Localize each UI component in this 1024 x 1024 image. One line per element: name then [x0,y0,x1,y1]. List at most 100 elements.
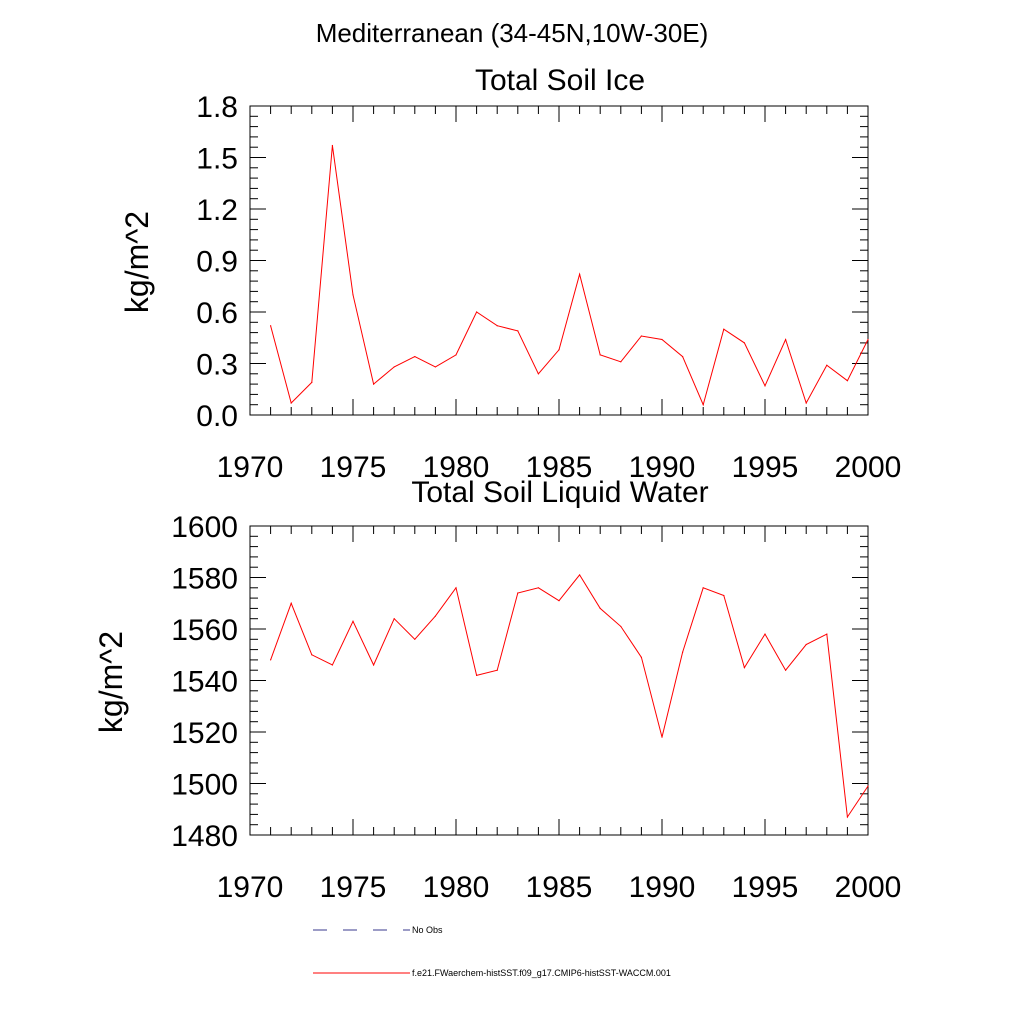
legend: No Obs f.e21.FWaerchem-histSST.f09_g17.C… [313,925,671,978]
data-point [311,381,313,383]
y-axis-label: kg/m^2 [93,631,129,733]
y-tick-label: 0.3 [196,349,238,382]
y-tick-label: 1.5 [196,143,238,176]
y-tick-label: 1520 [171,717,238,750]
plot-frame [249,105,869,416]
data-point [434,366,436,368]
data-point [393,618,395,620]
series-lines [270,144,869,407]
data-point [373,383,375,385]
chart-panel-soil-ice: Total Soil Ice kg/m^2 1970 1975 1980 1985 19… [119,64,901,484]
y-tick-label: 1600 [171,511,238,544]
data-point [805,643,807,646]
data-point [476,674,478,676]
tick-labels: 1970 1975 1980 1985 1990 1995 2000 0.0 0.3 0.6 0.9… [196,91,901,484]
data-point [805,402,807,404]
y-tick-label: 1560 [171,614,238,647]
data-point [743,342,746,344]
x-tick-label: 1980 [423,451,490,484]
data-point [393,366,395,368]
series-lines [270,574,869,819]
chart-title: Total Soil Liquid Water [411,476,708,509]
data-point [496,325,498,327]
x-tick-label: 1970 [217,871,284,904]
data-point [373,664,375,666]
x-tick-label: 1975 [320,871,387,904]
x-tick-label: 2000 [835,871,902,904]
x-tick-label: 1980 [423,871,490,904]
data-point [455,587,457,589]
data-point [867,338,869,341]
plot-frame [249,525,869,836]
data-point [785,669,787,671]
data-point [682,356,684,358]
data-point [331,144,333,147]
tick-marks [249,105,869,416]
data-point [723,328,725,330]
data-point [640,656,643,658]
data-point [682,651,684,653]
data-point [455,354,457,356]
data-point [414,638,416,640]
page-title: Mediterranean (34-45N,10W-30E) [316,18,709,48]
data-point [579,574,581,576]
y-tick-label: 1.8 [196,91,238,124]
data-point [270,325,272,327]
data-point [579,273,581,275]
series-line [270,145,869,407]
data-point [352,620,354,622]
data-point [702,587,704,589]
legend-label: No Obs [412,925,443,935]
data-point [537,587,540,589]
x-tick-label: 1975 [320,451,387,484]
x-tick-label: 1995 [732,451,799,484]
data-point [414,356,416,358]
chart-title: Total Soil Ice [475,64,645,97]
y-tick-label: 1500 [171,769,238,802]
data-point [537,373,540,375]
data-point [270,659,272,661]
data-point [434,615,436,617]
x-tick-label: 1985 [526,451,593,484]
legend-entry-model-run: f.e21.FWaerchem-histSST.f09_g17.CMIP6-hi… [313,968,671,978]
series-line [270,574,869,819]
y-tick-label: 0.9 [196,246,238,279]
y-axis-label: kg/m^2 [119,211,155,313]
data-point [826,364,828,366]
y-tick-label: 1540 [171,666,238,699]
y-tick-label: 0.6 [196,297,238,330]
data-point [599,354,601,356]
data-point [620,361,622,363]
data-point [290,602,292,604]
data-point [743,667,746,669]
data-point [826,633,828,635]
data-point [599,607,601,610]
tick-labels: 1970 1975 1980 1985 1990 1995 2000 1480 1500 1520… [171,511,901,904]
data-point [496,669,498,671]
data-point [558,600,560,602]
data-point [867,785,869,787]
data-point [785,338,787,341]
data-point [352,294,354,296]
data-point [311,654,313,656]
data-point [846,380,849,382]
data-point [846,816,849,818]
tick-marks [249,525,869,836]
x-tick-label: 1985 [526,871,593,904]
data-point [558,349,560,351]
data-point [331,664,333,666]
data-point [517,592,519,594]
x-tick-label: 1995 [732,871,799,904]
x-tick-label: 1970 [217,451,284,484]
data-point [620,625,622,628]
legend-entry-no-obs: No Obs [313,925,443,935]
legend-label: f.e21.FWaerchem-histSST.f09_g17.CMIP6-hi… [412,968,671,978]
y-tick-label: 1580 [171,563,238,596]
y-tick-label: 1480 [171,820,238,853]
data-point [764,385,766,387]
y-tick-label: 1.2 [196,194,238,227]
x-tick-label: 1990 [629,871,696,904]
data-point [290,402,292,404]
data-point [723,594,725,597]
